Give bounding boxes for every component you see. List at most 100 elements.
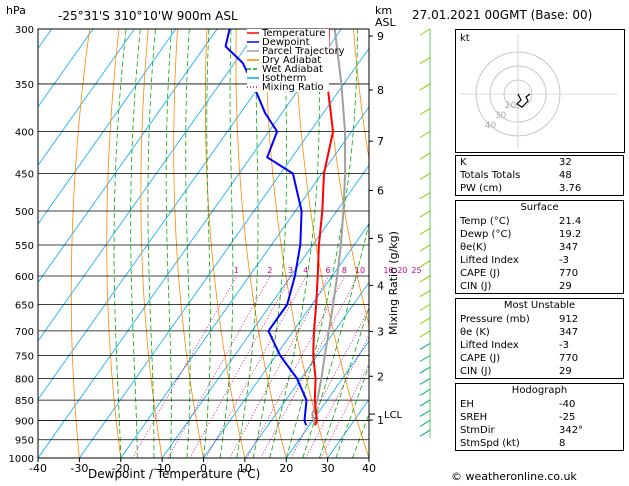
wind-barb (419, 355, 431, 362)
km-tick-label: 7 (377, 135, 384, 148)
surface-label: Dewp (°C) (460, 229, 512, 240)
surface-row: CIN (J) 29 (456, 280, 623, 293)
pressure-tick-label: 700 (15, 327, 34, 338)
mixing-ratio-line (246, 275, 346, 458)
surface-row: Dewp (°C) 19.2 (456, 228, 623, 241)
most-unstable-row: CAPE (J) 770 (456, 352, 623, 365)
hodograph-ring-label: 30 (495, 111, 507, 121)
pressure-unit-label: hPa (6, 4, 26, 17)
pressure-tick-label: 550 (15, 241, 34, 252)
surface-row: CAPE (J) 770 (456, 267, 623, 280)
most-unstable-box: Most Unstable Pressure (mb) 912 θe (K) 347 L… (455, 298, 624, 379)
index-label: K (460, 157, 467, 168)
location-label: -25°31'S 310°10'W 900m ASL (58, 9, 238, 23)
most-unstable-value: 912 (559, 314, 579, 325)
wind-barb (419, 330, 431, 338)
most-unstable-row: Pressure (mb) 912 (456, 313, 623, 326)
wet-adiabat-line (165, 29, 172, 458)
mixing-ratio-tick-label: 3 (288, 266, 293, 275)
wet-adiabat-line (130, 29, 141, 458)
mixing-ratio-tick-label: 6 (326, 266, 331, 275)
indices-panel: K 32 Totals Totals 48 PW (cm) 3.76 Surface Te… (455, 155, 624, 455)
hodograph: kt 40 30 20 (455, 29, 625, 153)
legend-bg (247, 65, 329, 74)
isotherm-line (38, 29, 135, 167)
wind-barb (419, 342, 431, 350)
mixing-ratio-tick-label: 10 (355, 266, 365, 275)
hodograph-stat-row: StmDir 342° (456, 424, 623, 437)
wind-barb (419, 227, 431, 235)
isotherm-line (79, 47, 369, 458)
most-unstable-value: 347 (559, 327, 579, 338)
legend-item: Parcel Trajectory (262, 46, 345, 57)
dry-adiabat-line (106, 29, 122, 458)
wind-barb (419, 275, 431, 283)
surface-box: Surface Temp (°C) 21.4 Dewp (°C) 19.2 θe(K) 3… (455, 200, 624, 294)
km-tick-label: 5 (377, 232, 384, 245)
legend-bg (247, 29, 329, 38)
km-tick-label: 1 (377, 414, 384, 427)
index-value: 3.76 (559, 183, 582, 194)
hodograph-stat-value: 8 (559, 438, 566, 449)
legend-item: Dry Adiabat (262, 55, 321, 66)
pressure-tick-label: 750 (15, 351, 34, 362)
mixing-ratio-tick-label: 8 (342, 266, 347, 275)
hodograph-stat-label: EH (460, 399, 474, 410)
wet-adiabat-line (302, 221, 369, 458)
temperature-tick-label: 10 (238, 462, 252, 475)
hodograph-stat-value: 342° (559, 425, 584, 436)
legend-item: Isotherm (262, 73, 306, 84)
surface-row: Temp (°C) 21.4 (456, 215, 623, 228)
indices-box: K 32 Totals Totals 48 PW (cm) 3.76 (455, 155, 624, 196)
pressure-tick-label: 950 (15, 436, 34, 447)
index-value: 32 (559, 157, 572, 168)
temperature-tick-label: 40 (362, 462, 376, 475)
dry-adiabat-line (140, 29, 163, 458)
parcel-trajectory-line (311, 29, 347, 426)
mixing-ratio-line (290, 307, 369, 458)
surface-value: 29 (559, 281, 572, 292)
most-unstable-label: θe (K) (460, 327, 490, 338)
mixing-ratio-tick-label: 2 (267, 266, 272, 275)
hodograph-trace (516, 93, 531, 108)
wind-barb (419, 57, 431, 64)
surface-value: -3 (559, 255, 569, 266)
height-unit-km: km (375, 4, 392, 17)
temperature-tick-label: -40 (29, 462, 47, 475)
mixing-ratio-tick-label: 4 (303, 266, 308, 275)
isotherm-line (38, 29, 342, 458)
hodograph-stat-label: StmDir (460, 425, 495, 436)
wind-barb (419, 210, 431, 218)
wet-adiabat-line (285, 29, 358, 458)
isotherm-line (38, 29, 301, 401)
index-row: Totals Totals 48 (456, 169, 623, 182)
mixing-ratio-line (320, 363, 369, 458)
pressure-tick-label: 500 (15, 207, 34, 218)
wet-adiabat-line (203, 29, 211, 458)
isotherm-line (38, 29, 94, 108)
hodograph-stat-row: EH -40 (456, 398, 623, 411)
wet-adiabat-line (113, 29, 127, 458)
isotherm-line (285, 340, 369, 458)
height-unit-asl: ASL (375, 16, 397, 29)
temperature-tick-label: 0 (200, 462, 207, 475)
wind-barb (419, 28, 431, 36)
surface-row: Lifted Index -3 (456, 254, 623, 267)
hodograph-stat-value: -25 (559, 412, 576, 423)
temperature-tick-label: 20 (279, 462, 293, 475)
isotherm-line (161, 164, 369, 458)
hodograph-stat-value: -40 (559, 399, 576, 410)
pressure-tick-label: 450 (15, 169, 34, 180)
index-value: 48 (559, 170, 572, 181)
wind-barb (419, 378, 431, 385)
index-label: Totals Totals (460, 170, 521, 181)
wind-barb (419, 260, 431, 268)
pressure-tick-label: 850 (15, 396, 34, 407)
lcl-label: LCL (384, 410, 403, 421)
legend-bg (247, 47, 329, 56)
mixing-ratio-line (189, 275, 292, 458)
most-unstable-row: θe (K) 347 (456, 326, 623, 339)
km-tick-label: 8 (377, 84, 384, 97)
isotherm-line (120, 106, 369, 458)
